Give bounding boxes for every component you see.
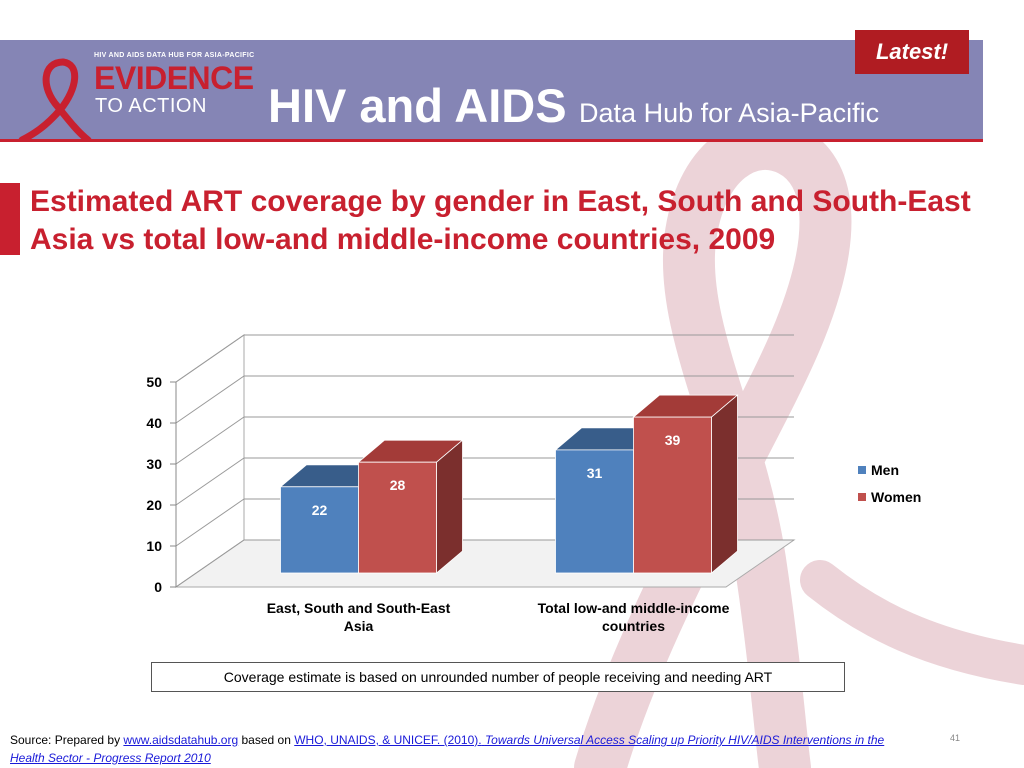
data-label: 39: [665, 432, 681, 448]
data-label: 22: [312, 502, 328, 518]
data-label: 31: [587, 465, 603, 481]
bar-men: [280, 486, 359, 574]
source-mid: based on: [241, 733, 291, 747]
x-category-label: countries: [602, 618, 665, 634]
art-coverage-bar-chart: 0 10 20 30 40 50 22 28 East, South and South-Eas…: [146, 334, 796, 634]
page-number: 41: [950, 733, 961, 743]
y-tick-label: 20: [146, 497, 162, 513]
header-title: HIV and AIDS Data Hub for Asia-Pacific: [268, 78, 879, 133]
x-category-label: Total low-and middle-income: [538, 600, 730, 616]
y-tick-label: 50: [146, 374, 162, 390]
latest-badge[interactable]: Latest!: [855, 30, 969, 74]
title-accent-bar: [0, 183, 20, 255]
x-category-label: East, South and South-East: [267, 600, 451, 616]
who-report-title: Towards Universal Access Scaling up Prio…: [10, 733, 885, 765]
x-category-label: Asia: [344, 618, 374, 634]
chart-gridline: [175, 334, 794, 383]
source-prefix: Source: Prepared by: [10, 733, 121, 747]
legend-swatch-men: [858, 465, 866, 474]
legend-item-women: Women: [858, 483, 921, 510]
logo-to-action: TO ACTION: [95, 95, 207, 117]
bar-women: [633, 416, 712, 574]
legend-label-men: Men: [871, 461, 899, 478]
legend-label-women: Women: [871, 488, 922, 505]
y-tick-label: 40: [146, 415, 162, 431]
chart-gridline: [175, 375, 794, 424]
bar-side-women: [436, 439, 463, 574]
logo-evidence: EVIDENCE: [94, 60, 254, 96]
slide-title: Estimated ART coverage by gender in East…: [30, 185, 971, 256]
chart-legend: Men Women: [858, 456, 921, 510]
aidsdatahub-link[interactable]: www.aidsdatahub.org: [123, 733, 239, 747]
header-title-main: HIV and AIDS: [268, 79, 567, 132]
y-tick-label: 30: [146, 456, 162, 472]
data-label: 28: [390, 477, 406, 493]
logo-tagline: HIV AND AIDS DATA HUB FOR ASIA-PACIFIC: [94, 52, 255, 59]
red-ribbon-icon: [18, 58, 92, 142]
header-title-sub: Data Hub for Asia-Pacific: [579, 98, 880, 128]
bar-side-women: [711, 394, 738, 574]
bar-women: [358, 461, 437, 574]
bar-men: [555, 449, 634, 574]
coverage-note: Coverage estimate is based on unrounded …: [151, 662, 845, 692]
legend-item-men: Men: [858, 456, 921, 483]
who-report-link[interactable]: WHO, UNAIDS, & UNICEF. (2010). Towards U…: [10, 733, 884, 765]
who-report-authors: WHO, UNAIDS, & UNICEF. (2010).: [294, 733, 482, 747]
source-citation: Source: Prepared by www.aidsdatahub.org …: [10, 731, 910, 767]
header-banner: [0, 40, 983, 142]
y-tick-label: 10: [146, 538, 162, 554]
legend-swatch-women: [858, 492, 866, 501]
y-tick-label: 0: [154, 579, 162, 595]
chart-gridline: [175, 416, 794, 465]
